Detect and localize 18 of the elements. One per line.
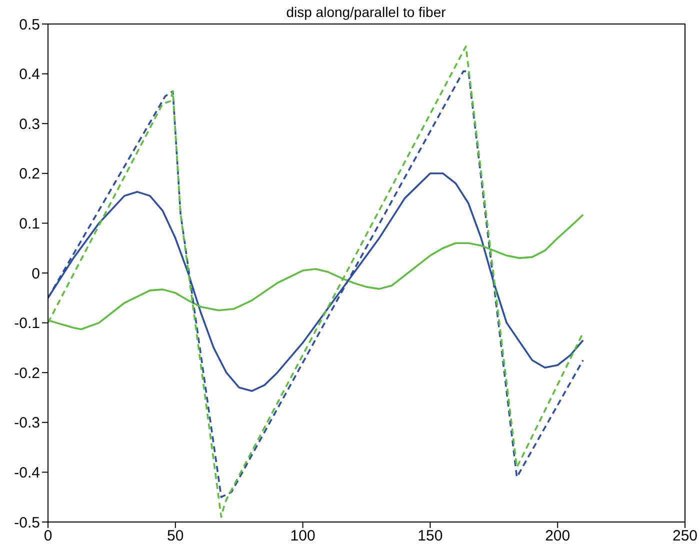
- y-tick-label: 0.4: [19, 66, 40, 84]
- x-tick-label: 200: [545, 528, 570, 545]
- y-tick-label: 0.2: [19, 166, 40, 183]
- y-tick-label: 0.3: [19, 116, 40, 133]
- x-tick-label: 250: [672, 528, 698, 545]
- x-tick-label: 150: [418, 528, 443, 545]
- chart-title: disp along/parallel to fiber: [286, 4, 446, 20]
- y-tick-label: -0.4: [14, 464, 40, 482]
- x-tick-label: 100: [290, 528, 316, 545]
- y-tick-label: -0.3: [14, 414, 40, 432]
- y-tick-label: 0.1: [19, 216, 40, 233]
- y-tick-label: -0.5: [14, 514, 40, 532]
- y-tick-label: -0.2: [14, 364, 40, 382]
- x-tick-label: 0: [44, 528, 52, 545]
- x-tick-label: 50: [167, 528, 184, 545]
- y-tick-label: 0: [32, 265, 40, 282]
- y-tick-label: 0.5: [19, 16, 40, 34]
- y-tick-label: -0.1: [14, 315, 40, 332]
